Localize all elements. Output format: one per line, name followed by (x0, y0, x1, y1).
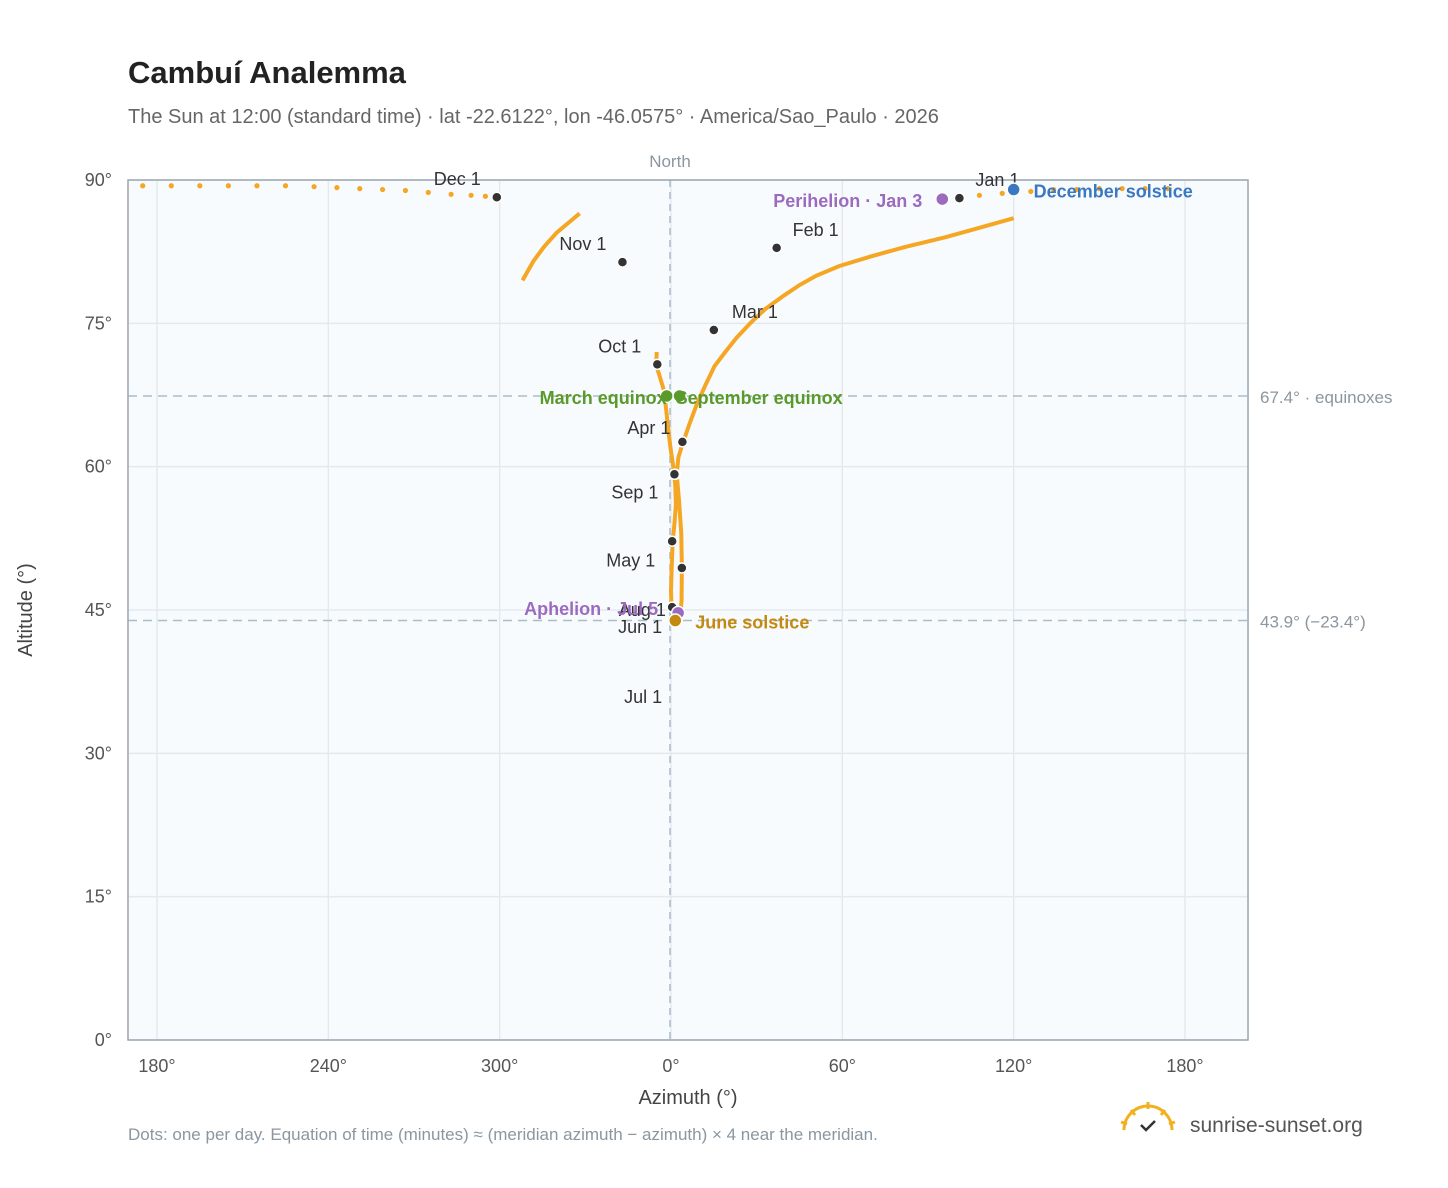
month-marker (953, 192, 966, 204)
daily-dot (1073, 186, 1080, 193)
daily-dot (140, 183, 146, 189)
y-tick-label: 90° (85, 170, 112, 190)
reference-label: 43.9° (−23.4°) (1260, 613, 1366, 632)
y-tick-label: 75° (85, 313, 112, 333)
month-marker (491, 191, 503, 203)
chart-title: Cambuí Analemma (128, 55, 407, 90)
month-marker (676, 436, 689, 448)
daily-dot (1028, 188, 1034, 195)
month-marker (651, 358, 664, 371)
analemma-curve (520, 211, 1015, 622)
daily-dot (1142, 186, 1148, 192)
x-tick-label: 240° (310, 1056, 347, 1076)
event-label: June solstice (695, 613, 809, 633)
daily-dot (254, 183, 260, 189)
event-label: Perihelion · Jan 3 (773, 191, 922, 211)
month-marker (616, 256, 629, 268)
event-marker (1006, 182, 1021, 197)
daily-dot (1096, 186, 1102, 192)
y-tick-label: 45° (85, 600, 112, 620)
month-marker (676, 562, 688, 574)
daily-dot (999, 190, 1005, 196)
x-tick-label: 120° (995, 1056, 1032, 1076)
plot-frame (127, 179, 1249, 1041)
daily-dot (168, 183, 174, 189)
month-label: Oct 1 (598, 336, 641, 356)
north-label: North (649, 152, 691, 171)
month-marker (668, 468, 681, 481)
x-tick-label: 180° (138, 1056, 175, 1076)
analemma-path-nov (520, 211, 581, 282)
daily-dot (482, 193, 488, 199)
daily-dot (282, 183, 289, 189)
event-label: September equinox (676, 388, 843, 408)
month-label: Dec 1 (434, 169, 481, 189)
month-label: Aug 1 (619, 600, 666, 620)
month-label: Apr 1 (627, 418, 670, 438)
x-axis-ticks: 180° 240° 300° 0° 60° 120° 180° (138, 1056, 1203, 1076)
x-tick-label: 0° (662, 1056, 679, 1076)
daily-dot (197, 183, 203, 189)
brand-name: sunrise-sunset.org (1190, 1114, 1363, 1137)
daily-dot (448, 191, 454, 197)
daily-dot (357, 186, 363, 192)
event-marker (668, 613, 683, 628)
daily-dot (225, 183, 231, 189)
event-marker (935, 191, 950, 207)
month-marker (770, 242, 783, 254)
daily-dot (1119, 186, 1125, 192)
y-tick-label: 60° (85, 457, 112, 477)
month-marker (708, 324, 720, 336)
x-tick-label: 180° (1166, 1056, 1203, 1076)
event-label: Aphelion · Jul 5 (524, 599, 658, 619)
month-label: Feb 1 (793, 220, 839, 240)
daily-dots (140, 183, 1171, 199)
daily-dot (1165, 186, 1171, 192)
y-tick-label: 30° (85, 743, 112, 763)
daily-dot (976, 192, 983, 198)
daily-dot (379, 186, 386, 193)
month-marker (666, 535, 678, 547)
chart-subtitle: The Sun at 12:00 (standard time) · lat -… (128, 106, 939, 128)
y-tick-label: 15° (85, 887, 112, 907)
month-label: Nov 1 (559, 234, 606, 254)
month-label: Jun 1 (618, 617, 662, 637)
x-tick-label: 60° (829, 1056, 856, 1076)
y-axis-ticks: 0° 15° 30° 45° 60° 75° 90° (85, 170, 112, 1050)
daily-dot (425, 189, 431, 196)
month-label: Mar 1 (732, 302, 778, 322)
month-label: Sep 1 (611, 482, 658, 502)
event-marker (672, 388, 687, 404)
y-axis-label: Altitude (°) (15, 563, 37, 657)
event-label: December solstice (1034, 182, 1193, 202)
y-tick-label: 0° (95, 1030, 112, 1050)
month-label: May 1 (606, 550, 655, 570)
daily-dot (311, 184, 317, 190)
sun-check-icon (1120, 1102, 1176, 1132)
month-label: Jul 1 (624, 687, 662, 707)
event-label: March equinox (540, 388, 667, 408)
x-tick-label: 300° (481, 1056, 518, 1076)
analemma-path (654, 216, 1015, 622)
footnote: Dots: one per day. Equation of time (min… (128, 1125, 878, 1144)
daily-dot (334, 185, 340, 191)
event-markers: December solstice Perihelion · Jan 3 March… (524, 182, 1193, 633)
reference-label: 67.4° · equinoxes (1260, 388, 1393, 407)
reference-lines: 67.4° · equinoxes 43.9° (−23.4°) (128, 388, 1393, 632)
daily-dot (468, 192, 474, 198)
daily-dot (1051, 186, 1057, 193)
daily-dot (402, 187, 409, 194)
x-axis-label: Azimuth (°) (638, 1087, 737, 1109)
